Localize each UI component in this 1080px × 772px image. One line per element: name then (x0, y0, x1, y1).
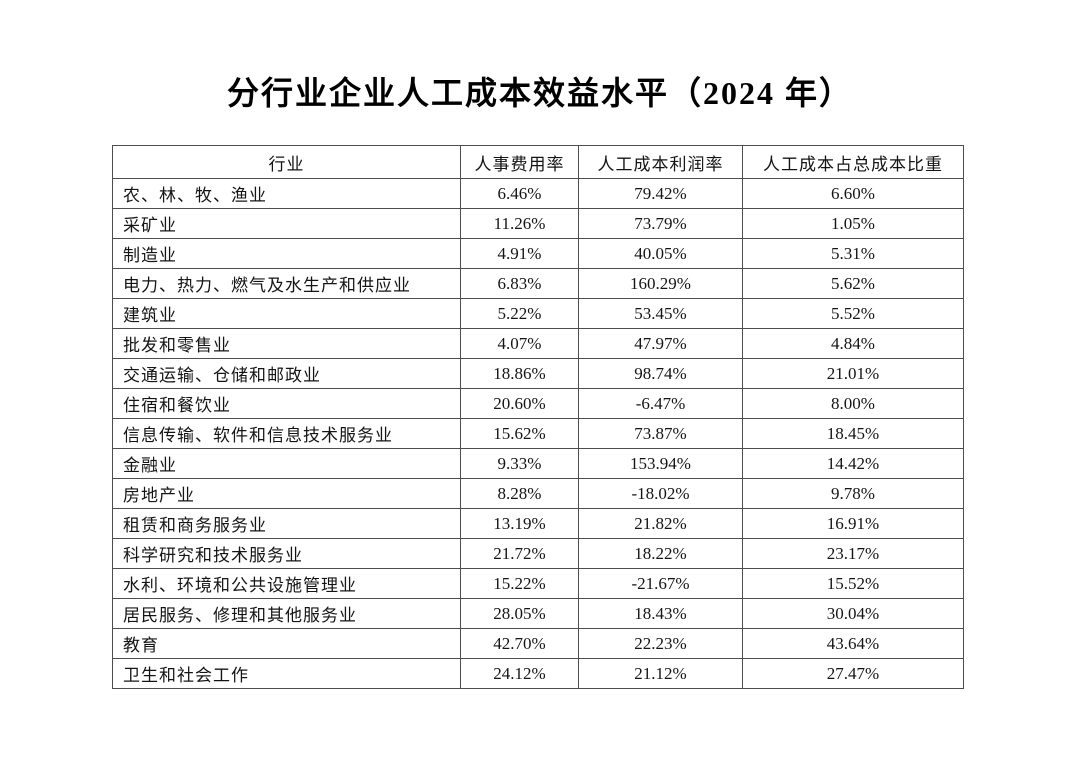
value-cell: 8.28% (460, 478, 579, 509)
value-cell: 160.29% (578, 268, 743, 299)
page-title: 分行业企业人工成本效益水平（2024 年） (226, 75, 853, 111)
header-personnel-expense-rate: 人事费用率 (460, 145, 579, 179)
table-row: 电力、热力、燃气及水生产和供应业 6.83% 160.29% 5.62% (112, 268, 964, 299)
value-cell: 18.86% (460, 358, 579, 389)
table-row: 批发和零售业 4.07% 47.97% 4.84% (112, 328, 964, 359)
value-cell: 4.91% (460, 238, 579, 269)
table-header: 行业 人事费用率 人工成本利润率 人工成本占总成本比重 (112, 145, 964, 179)
value-cell: 5.62% (742, 268, 964, 299)
value-cell: 6.83% (460, 268, 579, 299)
table-row: 科学研究和技术服务业 21.72% 18.22% 23.17% (112, 538, 964, 569)
value-cell: 15.52% (742, 568, 964, 599)
table-row: 农、林、牧、渔业 6.46% 79.42% 6.60% (112, 178, 964, 209)
industry-cell: 居民服务、修理和其他服务业 (112, 598, 461, 629)
industry-cell: 制造业 (112, 238, 461, 269)
value-cell: 73.87% (578, 418, 743, 449)
industry-cell: 教育 (112, 628, 461, 659)
value-cell: 40.05% (578, 238, 743, 269)
industry-cell: 建筑业 (112, 298, 461, 329)
value-cell: 153.94% (578, 448, 743, 479)
value-cell: 15.22% (460, 568, 579, 599)
value-cell: 18.43% (578, 598, 743, 629)
table-row: 水利、环境和公共设施管理业 15.22% -21.67% 15.52% (112, 568, 964, 599)
industry-cell: 电力、热力、燃气及水生产和供应业 (112, 268, 461, 299)
value-cell: 5.52% (742, 298, 964, 329)
value-cell: 15.62% (460, 418, 579, 449)
industry-cell: 农、林、牧、渔业 (112, 178, 461, 209)
value-cell: 47.97% (578, 328, 743, 359)
value-cell: 28.05% (460, 598, 579, 629)
table-row: 居民服务、修理和其他服务业 28.05% 18.43% 30.04% (112, 598, 964, 629)
value-cell: 42.70% (460, 628, 579, 659)
value-cell: 21.82% (578, 508, 743, 539)
table-row: 租赁和商务服务业 13.19% 21.82% 16.91% (112, 508, 964, 539)
value-cell: 6.60% (742, 178, 964, 209)
value-cell: 9.78% (742, 478, 964, 509)
table-row: 教育 42.70% 22.23% 43.64% (112, 628, 964, 659)
value-cell: 5.31% (742, 238, 964, 269)
value-cell: 24.12% (460, 658, 579, 689)
table-row: 金融业 9.33% 153.94% 14.42% (112, 448, 964, 479)
value-cell: 27.47% (742, 658, 964, 689)
industry-cell: 水利、环境和公共设施管理业 (112, 568, 461, 599)
value-cell: 16.91% (742, 508, 964, 539)
value-cell: 22.23% (578, 628, 743, 659)
value-cell: 11.26% (460, 208, 579, 239)
value-cell: 98.74% (578, 358, 743, 389)
value-cell: 23.17% (742, 538, 964, 569)
industry-cell: 信息传输、软件和信息技术服务业 (112, 418, 461, 449)
header-row: 行业 人事费用率 人工成本利润率 人工成本占总成本比重 (112, 145, 964, 179)
table-row: 交通运输、仓储和邮政业 18.86% 98.74% 21.01% (112, 358, 964, 389)
industry-cell: 住宿和餐饮业 (112, 388, 461, 419)
value-cell: 20.60% (460, 388, 579, 419)
value-cell: 13.19% (460, 508, 579, 539)
table-row: 采矿业 11.26% 73.79% 1.05% (112, 208, 964, 239)
table-row: 信息传输、软件和信息技术服务业 15.62% 73.87% 18.45% (112, 418, 964, 449)
value-cell: -21.67% (578, 568, 743, 599)
value-cell: 79.42% (578, 178, 743, 209)
value-cell: 21.01% (742, 358, 964, 389)
industry-cell: 科学研究和技术服务业 (112, 538, 461, 569)
value-cell: 30.04% (742, 598, 964, 629)
header-industry: 行业 (112, 145, 461, 179)
value-cell: 4.07% (460, 328, 579, 359)
table-row: 建筑业 5.22% 53.45% 5.52% (112, 298, 964, 329)
table-row: 房地产业 8.28% -18.02% 9.78% (112, 478, 964, 509)
value-cell: 53.45% (578, 298, 743, 329)
value-cell: 73.79% (578, 208, 743, 239)
industry-cell: 租赁和商务服务业 (112, 508, 461, 539)
value-cell: -18.02% (578, 478, 743, 509)
value-cell: 18.45% (742, 418, 964, 449)
value-cell: 9.33% (460, 448, 579, 479)
industry-cell: 采矿业 (112, 208, 461, 239)
industry-cell: 房地产业 (112, 478, 461, 509)
value-cell: 6.46% (460, 178, 579, 209)
value-cell: 14.42% (742, 448, 964, 479)
header-labor-cost-share-of-total: 人工成本占总成本比重 (742, 145, 964, 179)
table-row: 制造业 4.91% 40.05% 5.31% (112, 238, 964, 269)
industry-cell: 金融业 (112, 448, 461, 479)
industry-cell: 批发和零售业 (112, 328, 461, 359)
value-cell: -6.47% (578, 388, 743, 419)
table-body: 农、林、牧、渔业 6.46% 79.42% 6.60% 采矿业 11.26% 73.79% 1… (112, 178, 964, 689)
value-cell: 5.22% (460, 298, 579, 329)
value-cell: 8.00% (742, 388, 964, 419)
value-cell: 43.64% (742, 628, 964, 659)
header-labor-cost-profit-rate: 人工成本利润率 (578, 145, 743, 179)
value-cell: 21.72% (460, 538, 579, 569)
value-cell: 18.22% (578, 538, 743, 569)
labor-cost-table: 行业 人事费用率 人工成本利润率 人工成本占总成本比重 农、林、牧、渔业 6.46… (112, 145, 964, 689)
value-cell: 4.84% (742, 328, 964, 359)
value-cell: 1.05% (742, 208, 964, 239)
industry-cell: 交通运输、仓储和邮政业 (112, 358, 461, 389)
table-row: 卫生和社会工作 24.12% 21.12% 27.47% (112, 658, 964, 689)
industry-cell: 卫生和社会工作 (112, 658, 461, 689)
table-row: 住宿和餐饮业 20.60% -6.47% 8.00% (112, 388, 964, 419)
value-cell: 21.12% (578, 658, 743, 689)
